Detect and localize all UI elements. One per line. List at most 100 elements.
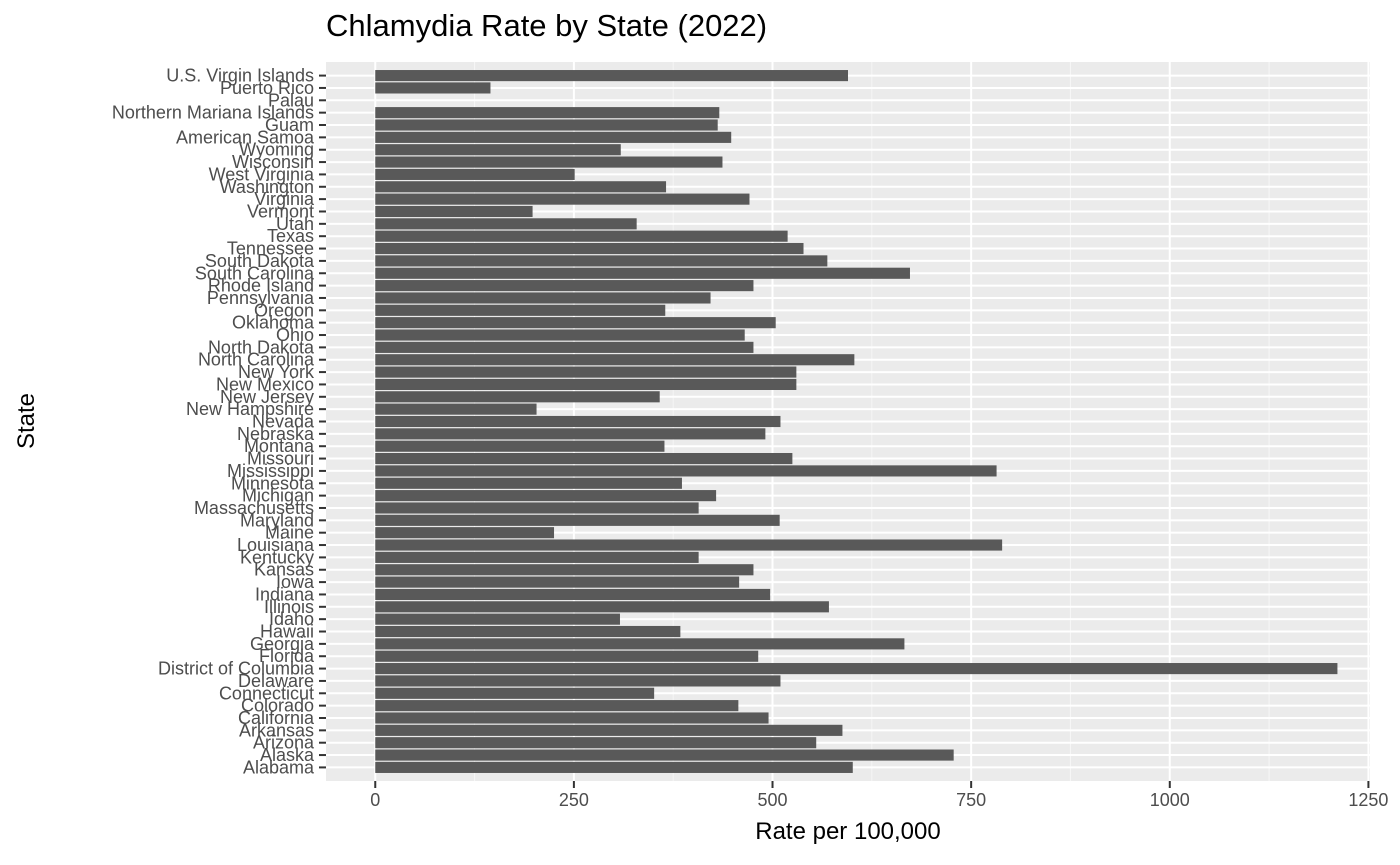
- y-tick-label: Oregon: [254, 300, 314, 320]
- bar: [375, 131, 732, 143]
- bar: [375, 205, 533, 218]
- bar: [375, 156, 723, 168]
- y-tick-label: Louisiana: [237, 535, 315, 555]
- bar: [375, 638, 905, 650]
- y-tick-label: New York: [238, 362, 315, 382]
- bar: [375, 477, 682, 489]
- y-tick-label: Arizona: [253, 733, 315, 753]
- y-tick-label: Delaware: [238, 671, 314, 691]
- y-tick-label: Vermont: [247, 201, 314, 221]
- bar: [375, 181, 667, 193]
- y-tick-label: Northern Mariana Islands: [112, 103, 314, 123]
- y-tick-label: North Dakota: [208, 337, 315, 357]
- y-tick-label: South Dakota: [205, 251, 315, 271]
- bar: [375, 601, 829, 613]
- bar: [375, 391, 660, 403]
- y-tick-label: Nevada: [252, 412, 315, 432]
- bar: [375, 168, 575, 180]
- bar: [375, 761, 853, 773]
- y-tick-label: Mississippi: [227, 461, 314, 481]
- bar: [375, 650, 759, 662]
- x-tick-label: 1250: [1348, 790, 1388, 810]
- bar: [375, 502, 699, 514]
- bar: [375, 749, 954, 761]
- y-tick-label: Montana: [244, 436, 315, 456]
- bar: [375, 737, 817, 749]
- y-tick-label: Ohio: [276, 325, 314, 345]
- y-tick-label: West Virginia: [209, 164, 315, 184]
- bar: [375, 317, 776, 329]
- bar: [375, 613, 620, 625]
- x-tick-label: 1000: [1150, 790, 1190, 810]
- bar: [375, 625, 681, 638]
- bar: [375, 675, 781, 687]
- bar: [375, 539, 1003, 551]
- y-tick-label: Massachusetts: [194, 498, 314, 518]
- bar: [375, 292, 711, 304]
- bar: [375, 193, 750, 205]
- bar: [375, 440, 665, 452]
- bar: [375, 280, 754, 292]
- bar: [375, 453, 793, 465]
- y-tick-label: Tennessee: [227, 239, 314, 259]
- bar: [375, 242, 804, 255]
- y-tick-label: Puerto Rico: [220, 78, 314, 98]
- bar: [375, 341, 754, 353]
- bar: [375, 724, 843, 736]
- bar: [375, 428, 766, 440]
- bar: [375, 218, 637, 230]
- bar: [375, 403, 537, 415]
- bar: [375, 70, 848, 82]
- y-tick-label: Hawaii: [260, 622, 314, 642]
- y-tick-label: Maine: [265, 523, 314, 543]
- bar: [375, 514, 780, 526]
- y-tick-label: Missouri: [247, 449, 314, 469]
- bar: [375, 119, 718, 131]
- y-tick-label: New Hampshire: [186, 399, 314, 419]
- bar: [375, 255, 828, 267]
- y-tick-label: Texas: [267, 226, 314, 246]
- y-tick-label: U.S. Virgin Islands: [166, 66, 314, 86]
- y-tick-label: Pennsylvania: [207, 288, 315, 308]
- y-tick-label: Indiana: [255, 584, 315, 604]
- y-tick-label: Minnesota: [231, 473, 315, 493]
- y-tick-label: South Carolina: [195, 263, 315, 283]
- bar: [375, 527, 555, 539]
- bar: [375, 564, 754, 576]
- bar: [375, 267, 910, 279]
- bar: [375, 304, 666, 316]
- y-tick-label: Alabama: [243, 757, 315, 777]
- y-tick-label: Wisconsin: [232, 152, 314, 172]
- y-tick-label: American Samoa: [176, 127, 315, 147]
- y-tick-label: Maryland: [240, 510, 314, 530]
- y-tick-label: New Mexico: [216, 374, 314, 394]
- bar: [375, 82, 491, 94]
- bar: [375, 415, 781, 428]
- x-tick-label: 0: [370, 790, 380, 810]
- y-tick-label: Michigan: [242, 486, 314, 506]
- bar: [375, 366, 797, 378]
- x-axis-title: Rate per 100,000: [755, 818, 941, 845]
- y-tick-label: Florida: [259, 646, 315, 666]
- y-tick-label: Iowa: [276, 572, 315, 592]
- y-tick-label: Colorado: [241, 696, 314, 716]
- bar: [375, 144, 621, 156]
- x-tick-label: 500: [757, 790, 787, 810]
- y-tick-label: Palau: [268, 90, 314, 110]
- y-tick-label: Idaho: [269, 609, 314, 629]
- bar: [375, 687, 655, 699]
- y-tick-label: Kentucky: [240, 547, 314, 567]
- bar: [375, 588, 771, 601]
- y-tick-label: Illinois: [264, 597, 314, 617]
- bar: [375, 663, 1338, 675]
- bar: [375, 712, 769, 724]
- bar: [375, 551, 699, 563]
- y-tick-label: Wyoming: [239, 140, 314, 160]
- x-tick-label: 250: [559, 790, 589, 810]
- bar: [375, 700, 739, 712]
- y-tick-label: Rhode Island: [208, 276, 314, 296]
- y-tick-label: California: [238, 708, 315, 728]
- y-tick-label: Alaska: [260, 745, 315, 765]
